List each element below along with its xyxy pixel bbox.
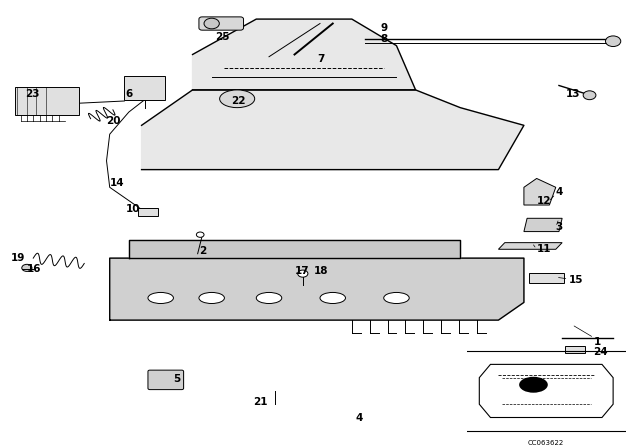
Text: 2: 2 — [199, 246, 206, 257]
FancyBboxPatch shape — [148, 371, 183, 388]
Text: 3: 3 — [556, 222, 563, 232]
FancyBboxPatch shape — [124, 76, 166, 100]
Ellipse shape — [199, 293, 225, 303]
Text: 14: 14 — [109, 178, 124, 188]
FancyBboxPatch shape — [199, 17, 244, 30]
Text: 20: 20 — [106, 116, 121, 126]
FancyBboxPatch shape — [15, 86, 79, 116]
Text: 1: 1 — [594, 337, 601, 347]
FancyBboxPatch shape — [138, 208, 157, 215]
FancyBboxPatch shape — [529, 273, 564, 283]
Ellipse shape — [148, 293, 173, 303]
Polygon shape — [524, 178, 556, 205]
Polygon shape — [499, 243, 562, 249]
Text: 8: 8 — [381, 34, 388, 44]
Text: 21: 21 — [253, 397, 268, 407]
FancyBboxPatch shape — [564, 346, 585, 353]
Text: 22: 22 — [231, 96, 245, 106]
Text: 17: 17 — [294, 267, 309, 276]
Text: 9: 9 — [381, 23, 388, 33]
Polygon shape — [129, 241, 460, 258]
Circle shape — [204, 18, 220, 29]
Text: 19: 19 — [11, 253, 26, 263]
Text: 7: 7 — [317, 54, 324, 64]
Text: 5: 5 — [173, 374, 180, 383]
Text: 18: 18 — [314, 267, 328, 276]
Polygon shape — [193, 19, 415, 90]
Circle shape — [583, 91, 596, 99]
Polygon shape — [524, 218, 562, 232]
Polygon shape — [141, 90, 524, 170]
Text: 6: 6 — [125, 89, 133, 99]
Text: 16: 16 — [27, 264, 42, 274]
Text: 15: 15 — [568, 275, 583, 285]
Polygon shape — [109, 258, 524, 320]
Circle shape — [298, 270, 308, 277]
Ellipse shape — [220, 90, 255, 108]
Text: 12: 12 — [537, 196, 551, 206]
Circle shape — [22, 264, 32, 271]
Circle shape — [605, 36, 621, 47]
Ellipse shape — [384, 293, 409, 303]
FancyBboxPatch shape — [148, 370, 184, 390]
Text: 11: 11 — [537, 244, 551, 254]
Text: 24: 24 — [593, 347, 607, 357]
Text: 23: 23 — [26, 89, 40, 99]
Text: 4: 4 — [355, 414, 362, 423]
Circle shape — [196, 232, 204, 237]
Ellipse shape — [320, 293, 346, 303]
Text: 25: 25 — [215, 32, 229, 42]
Ellipse shape — [256, 293, 282, 303]
Text: 4: 4 — [556, 187, 563, 197]
Text: 13: 13 — [565, 89, 580, 99]
Text: 10: 10 — [125, 204, 140, 215]
